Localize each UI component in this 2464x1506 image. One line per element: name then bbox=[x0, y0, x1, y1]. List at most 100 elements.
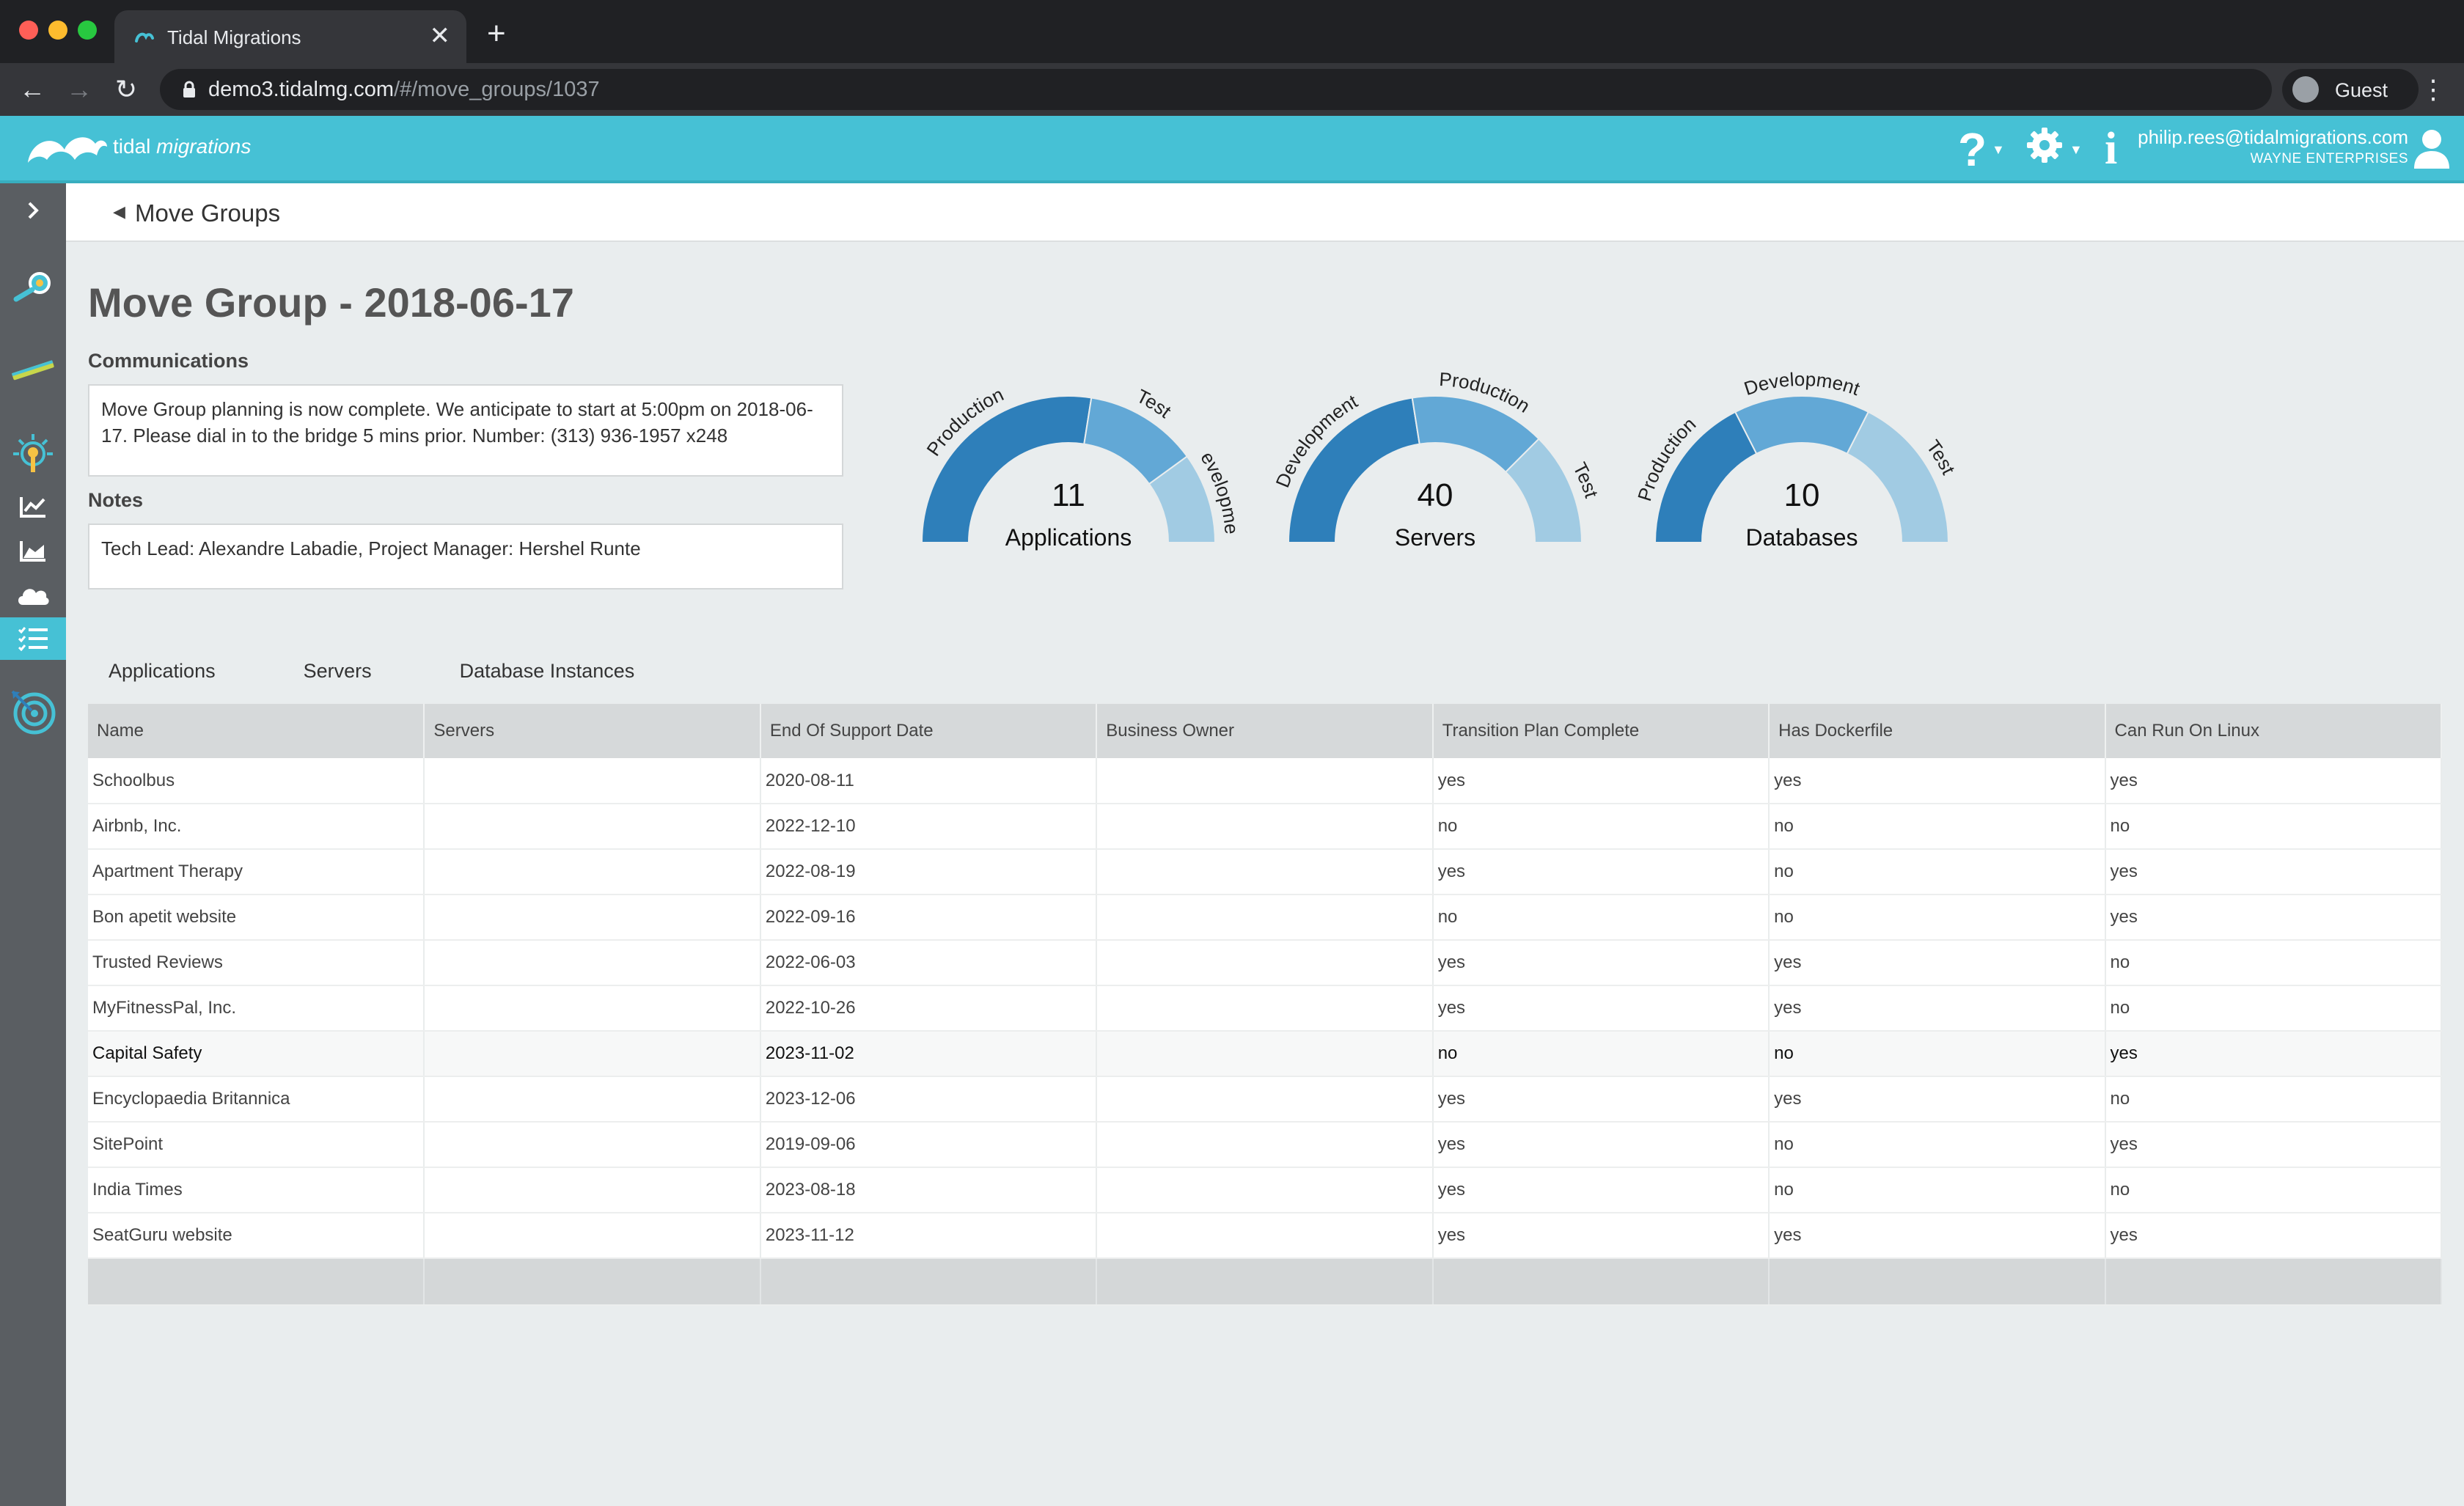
logo-word-migrations: migrations bbox=[156, 135, 252, 158]
gauge-segment[interactable] bbox=[920, 395, 1093, 543]
cell-has-dockerfile: no bbox=[1769, 849, 2106, 895]
gauge-segment[interactable] bbox=[1734, 394, 1870, 455]
cell-business-owner bbox=[1096, 758, 1434, 804]
help-icon[interactable]: ? bbox=[1958, 123, 1987, 176]
cell-has-dockerfile: no bbox=[1769, 804, 2106, 850]
back-arrow-icon[interactable]: ← bbox=[19, 74, 45, 104]
caret-left-icon[interactable]: ◀ bbox=[113, 202, 125, 221]
gauge-segment[interactable] bbox=[1504, 438, 1583, 543]
sidebar-item-discover[interactable] bbox=[0, 265, 66, 308]
column-header-transition-plan-complete[interactable]: Transition Plan Complete bbox=[1432, 704, 1770, 758]
table-row[interactable]: Apartment Therapy 2022-08-19 yes no yes bbox=[88, 849, 2443, 895]
window-maximize-button[interactable] bbox=[78, 21, 97, 40]
cell-end-of-support-date: 2022-08-19 bbox=[760, 849, 1098, 895]
breadcrumb-move-groups-link[interactable]: Move Groups bbox=[135, 199, 281, 227]
footer-cell bbox=[2105, 1258, 2443, 1306]
sidebar-item-insights[interactable] bbox=[0, 529, 66, 572]
table-row[interactable]: Bon apetit website 2022-09-16 no no yes bbox=[88, 895, 2443, 941]
gauge-count: 40 bbox=[1418, 477, 1453, 513]
cell-end-of-support-date: 2020-08-11 bbox=[760, 758, 1098, 804]
cell-can-run-on-linux: no bbox=[2105, 985, 2443, 1032]
gauge-segment[interactable] bbox=[1287, 397, 1420, 543]
gear-icon[interactable] bbox=[2024, 125, 2065, 166]
user-avatar-icon[interactable] bbox=[2411, 128, 2452, 170]
cell-business-owner bbox=[1096, 1122, 1434, 1168]
footer-cell bbox=[1096, 1258, 1434, 1306]
detail-tabs: Applications Servers Database Instances bbox=[88, 660, 702, 692]
logo-text: tidal migrations bbox=[113, 135, 251, 158]
cell-name: SeatGuru website bbox=[88, 1213, 425, 1259]
cell-transition-plan-complete: yes bbox=[1432, 1167, 1770, 1213]
column-header-name[interactable]: Name bbox=[88, 704, 425, 758]
cell-end-of-support-date: 2022-09-16 bbox=[760, 895, 1098, 941]
cell-end-of-support-date: 2023-11-02 bbox=[760, 1031, 1098, 1077]
window-minimize-button[interactable] bbox=[48, 21, 67, 40]
table-row[interactable]: Trusted Reviews 2022-06-03 yes yes no bbox=[88, 940, 2443, 986]
tab-applications[interactable]: Applications bbox=[109, 660, 216, 682]
tidal-logo-icon[interactable] bbox=[25, 128, 109, 170]
table-row[interactable]: SitePoint 2019-09-06 yes no yes bbox=[88, 1122, 2443, 1168]
column-header-has-dockerfile[interactable]: Has Dockerfile bbox=[1769, 704, 2106, 758]
profile-button[interactable]: Guest bbox=[2282, 69, 2419, 110]
gauge-segment[interactable] bbox=[1846, 411, 1950, 543]
url-path: /#/move_groups/1037 bbox=[394, 78, 600, 101]
browser-tab[interactable]: Tidal Migrations ✕ bbox=[114, 10, 466, 63]
table-row[interactable]: Schoolbus 2020-08-11 yes yes yes bbox=[88, 758, 2443, 804]
notes-label: Notes bbox=[88, 489, 144, 511]
sidebar-item-plan[interactable] bbox=[0, 617, 66, 660]
sidebar-item-analyze[interactable] bbox=[0, 433, 66, 475]
sidebar-item-trends[interactable] bbox=[0, 485, 66, 528]
cell-has-dockerfile: no bbox=[1769, 895, 2106, 941]
sidebar-item-expand[interactable] bbox=[0, 189, 66, 232]
cell-name: MyFitnessPal, Inc. bbox=[88, 985, 425, 1032]
area-chart-icon bbox=[20, 541, 45, 562]
gear-caret-icon[interactable]: ▼ bbox=[2069, 142, 2083, 157]
table-row[interactable]: Capital Safety 2023-11-02 no no yes bbox=[88, 1031, 2443, 1077]
table-row[interactable]: SeatGuru website 2023-11-12 yes yes yes bbox=[88, 1213, 2443, 1259]
tab-servers[interactable]: Servers bbox=[303, 660, 372, 682]
url-field[interactable]: demo3.tidalmg.com/#/move_groups/1037 bbox=[160, 69, 2272, 110]
logo-word-tidal: tidal bbox=[113, 135, 151, 158]
reload-icon[interactable]: ↻ bbox=[114, 74, 138, 104]
help-caret-icon[interactable]: ▼ bbox=[1992, 142, 2005, 157]
column-header-can-run-on-linux[interactable]: Can Run On Linux bbox=[2105, 704, 2443, 758]
table-header-row: Name Servers End Of Support Date Busines… bbox=[88, 704, 2443, 758]
user-email[interactable]: philip.rees@tidalmigrations.com bbox=[2138, 126, 2408, 148]
cell-can-run-on-linux: no bbox=[2105, 804, 2443, 850]
cell-name: Trusted Reviews bbox=[88, 940, 425, 986]
cell-servers bbox=[424, 1076, 761, 1123]
target-icon bbox=[11, 690, 56, 735]
cell-business-owner bbox=[1096, 1167, 1434, 1213]
column-header-business-owner[interactable]: Business Owner bbox=[1096, 704, 1434, 758]
browser-tab-strip: Tidal Migrations ✕ + bbox=[0, 0, 2464, 63]
cell-transition-plan-complete: no bbox=[1432, 804, 1770, 850]
cell-name: India Times bbox=[88, 1167, 425, 1213]
sidebar-item-measure[interactable] bbox=[0, 349, 66, 392]
gauge-count: 10 bbox=[1784, 477, 1820, 513]
table-row[interactable]: India Times 2023-08-18 yes no no bbox=[88, 1167, 2443, 1213]
cell-transition-plan-complete: yes bbox=[1432, 985, 1770, 1032]
cell-can-run-on-linux: no bbox=[2105, 1167, 2443, 1213]
info-icon[interactable]: i bbox=[2105, 124, 2118, 174]
cell-has-dockerfile: yes bbox=[1769, 758, 2106, 804]
new-tab-button[interactable]: + bbox=[487, 15, 506, 51]
sidebar-item-target[interactable] bbox=[0, 690, 66, 735]
gauge-label: Applications bbox=[1005, 524, 1132, 551]
browser-menu-icon[interactable]: ⋮ bbox=[2420, 74, 2446, 104]
cell-name: Capital Safety bbox=[88, 1031, 425, 1077]
column-header-servers[interactable]: Servers bbox=[424, 704, 761, 758]
table-row[interactable]: MyFitnessPal, Inc. 2022-10-26 yes yes no bbox=[88, 985, 2443, 1032]
column-header-end-of-support-date[interactable]: End Of Support Date bbox=[760, 704, 1098, 758]
window-close-button[interactable] bbox=[19, 21, 38, 40]
tab-close-icon[interactable]: ✕ bbox=[429, 22, 451, 50]
tab-database-instances[interactable]: Database Instances bbox=[459, 660, 635, 682]
table-row[interactable]: Encyclopaedia Britannica 2023-12-06 yes yes… bbox=[88, 1076, 2443, 1123]
forward-arrow-icon[interactable]: → bbox=[66, 74, 92, 104]
gauge-segment[interactable] bbox=[1148, 455, 1217, 543]
sidebar-item-cloud[interactable] bbox=[0, 573, 66, 616]
cell-name: Airbnb, Inc. bbox=[88, 804, 425, 850]
cell-transition-plan-complete: yes bbox=[1432, 1213, 1770, 1259]
communications-label: Communications bbox=[88, 350, 249, 372]
table-row[interactable]: Airbnb, Inc. 2022-12-10 no no no bbox=[88, 804, 2443, 850]
cell-servers bbox=[424, 895, 761, 941]
